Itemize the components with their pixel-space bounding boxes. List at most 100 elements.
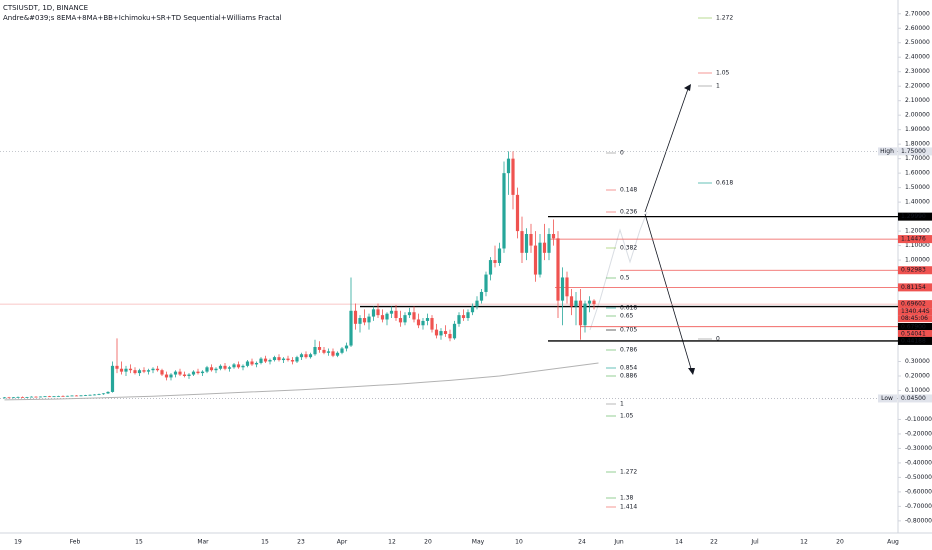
candle-body	[475, 300, 479, 307]
y-tick-label: 1.00000	[905, 257, 930, 264]
candle-body	[169, 374, 173, 378]
candle-body	[367, 316, 371, 323]
candle-body	[47, 396, 52, 398]
candle-body	[443, 331, 448, 334]
x-tick-label: 19	[14, 539, 22, 546]
candle-body	[137, 370, 142, 374]
candle-body	[25, 397, 29, 398]
y-tick-label: -0.80000	[905, 517, 932, 524]
y-tick-label: 2.10000	[905, 97, 930, 104]
candle-body	[74, 395, 79, 397]
y-tick-label: 0.10000	[905, 387, 930, 394]
candle-body	[65, 395, 70, 397]
fib-label: 1	[716, 83, 720, 90]
candle-body	[380, 315, 385, 320]
candle-body	[268, 360, 272, 362]
candle-body	[389, 310, 394, 314]
fib-label: 0.618	[716, 180, 733, 187]
price-label: 0.69602	[901, 301, 926, 308]
candle-body	[344, 345, 349, 349]
y-tick-label: 1.70000	[905, 155, 930, 162]
candle-body	[403, 315, 407, 323]
y-tick-label: 0.30000	[905, 358, 930, 365]
candle-body	[34, 396, 38, 398]
y-tick-label: 1.50000	[905, 184, 930, 191]
y-tick-label: 2.30000	[905, 68, 930, 75]
candle-body	[479, 291, 484, 301]
fib-label: 0.854	[620, 365, 637, 372]
candle-body	[52, 396, 56, 398]
candle-body	[218, 365, 223, 369]
candle-body	[124, 368, 128, 372]
fib-label: 1.05	[620, 413, 634, 420]
candle-body	[299, 354, 304, 358]
price-label: 0.67900	[901, 324, 926, 331]
candle-body	[227, 367, 232, 369]
candle-body	[295, 357, 299, 362]
candle-body	[286, 358, 290, 361]
candle-body	[277, 357, 281, 361]
x-tick-label: May	[472, 539, 485, 546]
candle-body	[371, 309, 376, 317]
y-tick-label: -0.20000	[905, 430, 932, 437]
candle-body	[236, 364, 241, 368]
x-tick-label: 12	[388, 539, 396, 546]
fib-label: 0.65	[620, 313, 634, 320]
candle-body	[331, 351, 335, 356]
y-tick-label: 2.50000	[905, 39, 930, 46]
fib-label: 0.236	[620, 209, 637, 216]
candle-body	[160, 370, 164, 375]
candle-body	[425, 318, 430, 321]
y-tick-label: 2.00000	[905, 112, 930, 119]
candle-body	[412, 312, 416, 320]
candle-body	[520, 231, 524, 253]
y-tick-label: 1.60000	[905, 170, 930, 177]
x-tick-label: 15	[261, 539, 269, 546]
candle-body	[101, 393, 106, 395]
fib-label: 0.382	[620, 245, 637, 252]
candle-body	[290, 360, 295, 362]
y-tick-label: 2.70000	[905, 10, 930, 17]
candle-body	[421, 320, 425, 326]
candle-body	[187, 374, 191, 376]
y-tick-label: -0.30000	[905, 445, 932, 452]
candle-body	[326, 351, 331, 353]
candle-body	[317, 347, 322, 350]
candle-body	[106, 391, 110, 394]
y-tick-label: -0.40000	[905, 459, 932, 466]
x-tick-label: 20	[424, 539, 432, 546]
candle-body	[407, 312, 412, 316]
y-tick-label: 1.20000	[905, 228, 930, 235]
price-label: 1.75000	[901, 148, 926, 155]
arrow-up	[644, 85, 690, 213]
candle-body	[119, 368, 124, 372]
candle-body	[448, 333, 452, 339]
x-tick-label: 20	[836, 539, 844, 546]
y-tick-label: 1.80000	[905, 141, 930, 148]
candle-body	[223, 365, 227, 369]
candle-body	[281, 358, 286, 361]
candle-body	[128, 368, 133, 371]
candle-body	[11, 397, 16, 399]
candle-body	[7, 397, 11, 399]
candle-body	[16, 396, 20, 398]
candle-body	[146, 370, 151, 372]
candle-body	[88, 394, 92, 396]
candle-body	[245, 361, 250, 366]
price-label-box	[898, 147, 932, 156]
fib-label: 0.786	[620, 347, 637, 354]
candle-body	[578, 300, 583, 326]
candle-body	[461, 315, 466, 319]
price-label-box	[898, 283, 932, 292]
y-tick-label: 2.40000	[905, 54, 930, 61]
candle-body	[394, 310, 398, 319]
candle-body	[70, 395, 74, 397]
candle-body	[263, 358, 268, 362]
candle-body	[178, 371, 182, 375]
candle-body	[83, 395, 88, 396]
fib-label: 1.272	[620, 469, 637, 476]
candle-body	[506, 158, 511, 174]
candle-body	[308, 354, 313, 358]
candle-body	[29, 396, 34, 398]
candle-body	[551, 233, 556, 239]
